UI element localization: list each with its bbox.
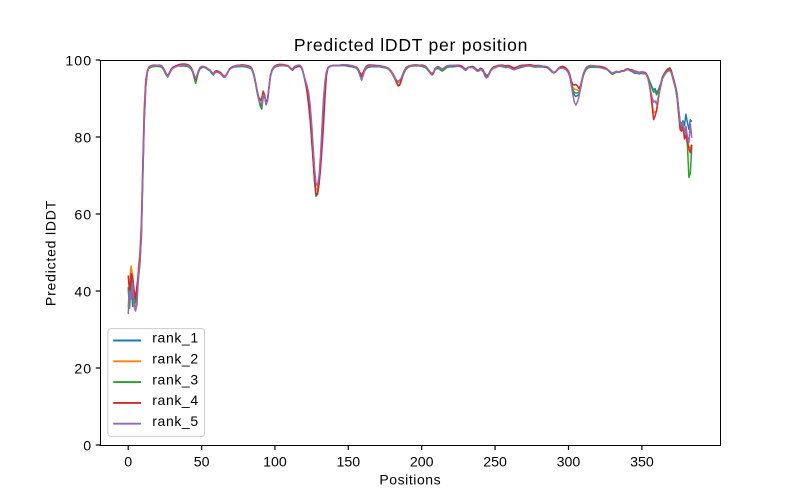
svg-text:0: 0 [83,439,92,455]
svg-text:20: 20 [74,362,92,378]
svg-text:Predicted lDDT per position: Predicted lDDT per position [294,35,528,55]
svg-text:Positions: Positions [379,472,441,488]
svg-text:100: 100 [263,455,287,471]
svg-text:0: 0 [124,455,132,471]
svg-text:rank_4: rank_4 [152,392,198,408]
svg-text:150: 150 [336,455,360,471]
svg-text:40: 40 [74,285,92,301]
svg-text:rank_1: rank_1 [152,330,198,346]
svg-text:300: 300 [557,455,581,471]
svg-text:rank_5: rank_5 [152,413,198,429]
svg-text:60: 60 [74,208,92,224]
svg-text:50: 50 [194,455,210,471]
svg-text:100: 100 [65,54,92,70]
svg-text:rank_2: rank_2 [152,351,198,367]
svg-text:250: 250 [483,455,507,471]
svg-text:80: 80 [74,131,92,147]
svg-text:200: 200 [410,455,434,471]
svg-text:Predicted lDDT: Predicted lDDT [42,200,58,306]
svg-text:rank_3: rank_3 [152,371,198,387]
svg-text:350: 350 [630,455,654,471]
